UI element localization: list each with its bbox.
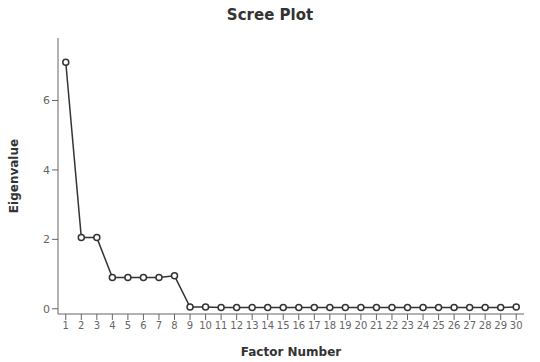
svg-text:13: 13: [246, 320, 259, 331]
svg-text:10: 10: [199, 320, 212, 331]
svg-text:19: 19: [339, 320, 352, 331]
svg-text:22: 22: [386, 320, 399, 331]
svg-text:4: 4: [43, 164, 50, 177]
svg-text:14: 14: [261, 320, 274, 331]
svg-text:21: 21: [370, 320, 383, 331]
svg-text:17: 17: [308, 320, 321, 331]
svg-text:18: 18: [323, 320, 336, 331]
svg-text:5: 5: [125, 320, 131, 331]
svg-text:26: 26: [448, 320, 461, 331]
svg-text:28: 28: [479, 320, 492, 331]
svg-text:29: 29: [494, 320, 507, 331]
svg-text:2: 2: [78, 320, 84, 331]
svg-text:11: 11: [215, 320, 228, 331]
svg-text:16: 16: [292, 320, 305, 331]
svg-text:12: 12: [230, 320, 243, 331]
svg-text:Factor Number: Factor Number: [241, 345, 342, 359]
svg-text:6: 6: [43, 94, 50, 107]
svg-text:20: 20: [355, 320, 368, 331]
svg-text:6: 6: [140, 320, 146, 331]
svg-text:3: 3: [94, 320, 100, 331]
svg-text:23: 23: [401, 320, 414, 331]
svg-text:0: 0: [43, 303, 50, 316]
svg-text:15: 15: [277, 320, 290, 331]
svg-text:25: 25: [432, 320, 445, 331]
svg-text:Eigenvalue: Eigenvalue: [8, 139, 21, 213]
svg-text:4: 4: [109, 320, 115, 331]
svg-text:27: 27: [463, 320, 476, 331]
svg-text:2: 2: [43, 233, 50, 246]
svg-text:7: 7: [156, 320, 162, 331]
html-text:Scree Plot: Scree Plot: [226, 6, 314, 24]
svg-text:9: 9: [187, 320, 193, 331]
svg-text:8: 8: [171, 320, 177, 331]
svg-text:1: 1: [63, 320, 69, 331]
svg-text:24: 24: [417, 320, 430, 331]
svg-text:30: 30: [510, 320, 523, 331]
